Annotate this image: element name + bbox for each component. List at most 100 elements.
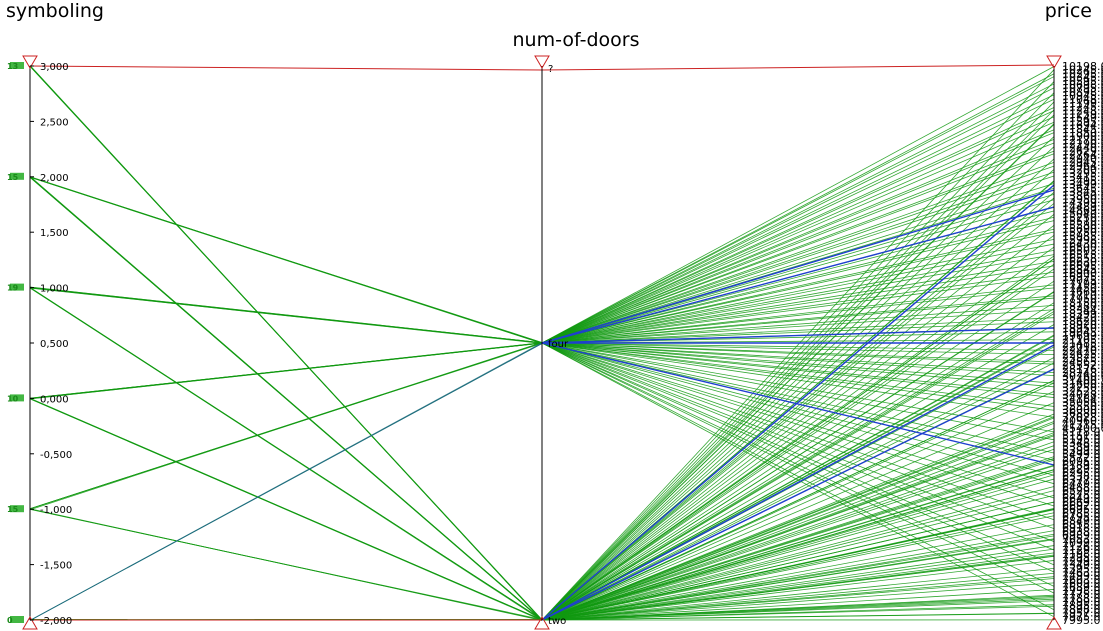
tick-label-price: 11259.0	[1062, 108, 1103, 121]
tick-label-price: 6575.0	[1062, 488, 1101, 501]
polyline-segment-doors-price	[541, 129, 1055, 344]
category-label-num-of-doors: two	[548, 616, 566, 627]
polyline-segment-doors-price	[541, 474, 1055, 621]
tick-label-price: 5499.0	[1062, 448, 1101, 461]
polyline-segment-doors-price	[541, 136, 1055, 621]
tick-label-price: 5118.0	[1062, 426, 1101, 439]
polyline-segment-doors-price	[541, 459, 1055, 621]
tick-label-price: 5195.0	[1062, 433, 1101, 446]
tick-label-price: 24565.0	[1062, 355, 1103, 368]
polyline-segment-highlight	[541, 344, 1055, 621]
tick-label-price: 16430.0	[1062, 237, 1103, 250]
tick-label-price: 7126.0	[1062, 540, 1101, 553]
polylines-layer	[29, 64, 1055, 621]
polyline-segment-doors-price	[541, 342, 1055, 377]
tick-label-price: 6855.0	[1062, 518, 1101, 531]
axis-filter-handle-bottom[interactable]	[1046, 616, 1062, 630]
tick-label-price: 13295.0	[1062, 167, 1103, 180]
tick-label-price: 6938.0	[1062, 525, 1101, 538]
tick-label-price: 18344.0	[1062, 304, 1103, 317]
tick-label-price: 13950.0	[1062, 193, 1103, 206]
polyline-segment-doors-price	[541, 469, 1055, 621]
axis-filter-handle-top[interactable]	[22, 55, 38, 69]
tick-label-price: 6669.0	[1062, 496, 1101, 509]
tick-label-symboling: -1,000	[40, 505, 72, 516]
tick-label-price: 35550.0	[1062, 400, 1103, 413]
tick-label-symboling: 0,000	[40, 394, 69, 405]
polyline-segment-symboling-doors	[29, 287, 543, 344]
tick-label-price: 31600.0	[1062, 378, 1103, 391]
polyline-segment-doors-price	[541, 297, 1055, 344]
polyline-segment-symboling-doors	[29, 397, 543, 621]
tick-label-price: 32528.0	[1062, 385, 1103, 398]
tick-label-price: 30760.0	[1062, 370, 1103, 383]
polyline-segment-doors-price	[541, 548, 1055, 621]
polyline-segment-doors-price	[541, 121, 1055, 344]
polyline-segment-doors-price	[541, 158, 1055, 621]
polyline-segment-doors-price	[541, 203, 1055, 621]
polyline-segment-doors-price	[541, 110, 1055, 344]
polyline-segment-doors-price	[541, 342, 1055, 521]
polyline-segment-doors-price	[541, 275, 1055, 344]
tick-label-price: 7349.0	[1062, 559, 1101, 572]
tick-label-price: 36000.0	[1062, 403, 1103, 416]
tick-label-price: 13200.0	[1062, 163, 1103, 176]
tick-label-price: 15985.0	[1062, 230, 1103, 243]
tick-label-price: 14869.0	[1062, 204, 1103, 217]
tick-label-price: 31400.5	[1062, 374, 1103, 387]
polyline-segment-unknown	[29, 65, 543, 71]
polyline-segment-doors-price	[541, 271, 1055, 344]
tick-label-price: 22470.0	[1062, 344, 1103, 357]
axis-filter-handle-bottom[interactable]	[534, 616, 550, 630]
polyline-segment-highlight	[541, 184, 1055, 621]
tick-label-price: 6488.0	[1062, 481, 1101, 494]
tick-label-price: 35056.0	[1062, 396, 1103, 409]
polyline-segment-doors-price	[541, 192, 1055, 621]
polyline-segment-doors-price	[541, 261, 1055, 344]
polyline-segment-doors-price	[541, 594, 1055, 621]
axis-filter-handle-top[interactable]	[534, 55, 550, 69]
polyline-segment-doors-price	[541, 81, 1055, 621]
polyline-segment-doors-price	[541, 249, 1055, 344]
polyline-segment-doors-price	[541, 311, 1055, 621]
polyline-segment-doors-price	[541, 139, 1055, 344]
axis-filter-handle-top[interactable]	[1046, 55, 1062, 69]
tick-label-price: 6095.0	[1062, 455, 1101, 468]
polyline-segment-doors-price	[541, 501, 1055, 621]
tick-label-price: 13860.0	[1062, 189, 1103, 202]
tick-label-symboling: 0,500	[40, 339, 69, 350]
tick-label-price: 16515.0	[1062, 248, 1103, 261]
value-count-label: 15	[7, 505, 19, 514]
polyline-segment-doors-price	[541, 417, 1055, 621]
tick-label-price: 7738.0	[1062, 584, 1101, 597]
tick-label-price: 7198.0	[1062, 548, 1101, 561]
tick-label-price: 6295.0	[1062, 466, 1101, 479]
polyline-segment-doors-price	[541, 342, 1055, 611]
tick-label-price: 7957.0	[1062, 607, 1101, 620]
tick-label-price: 11549.0	[1062, 112, 1103, 125]
axis-filter-handle-bottom[interactable]	[22, 616, 38, 630]
polyline-segment-doors-price	[541, 342, 1055, 499]
tick-label-price: 12629.0	[1062, 145, 1103, 158]
tick-label-price: 7129.0	[1062, 544, 1101, 557]
polyline-segment-doors-price	[541, 114, 1055, 621]
tick-label-price: 15750.0	[1062, 226, 1103, 239]
tick-label-symboling: 2,000	[40, 173, 69, 184]
value-count-marker	[10, 505, 24, 513]
tick-label-price: 7609.0	[1062, 577, 1101, 590]
polyline-segment-symboling-doors	[29, 342, 543, 621]
tick-label-price: 41315.0	[1062, 418, 1103, 431]
polyline-segment-doors-price	[541, 495, 1055, 621]
polyline-segment-doors-price	[541, 342, 1055, 395]
polyline-segment-doors-price	[541, 568, 1055, 621]
tick-label-price: 12290.0	[1062, 138, 1103, 151]
tick-label-price: 17075.0	[1062, 274, 1103, 287]
polyline-segment-symboling-doors	[29, 65, 543, 621]
polyline-segment-symboling-doors	[29, 342, 543, 511]
tick-label-price: 12170.0	[1062, 134, 1103, 147]
polyline-segment-doors-price	[541, 582, 1055, 621]
polyline-segment-doors-price	[541, 342, 1055, 384]
tick-label-price: 28248.0	[1062, 367, 1103, 380]
polyline-segment-highlight	[541, 342, 1055, 466]
polyline-segment-doors-price	[541, 342, 1055, 573]
